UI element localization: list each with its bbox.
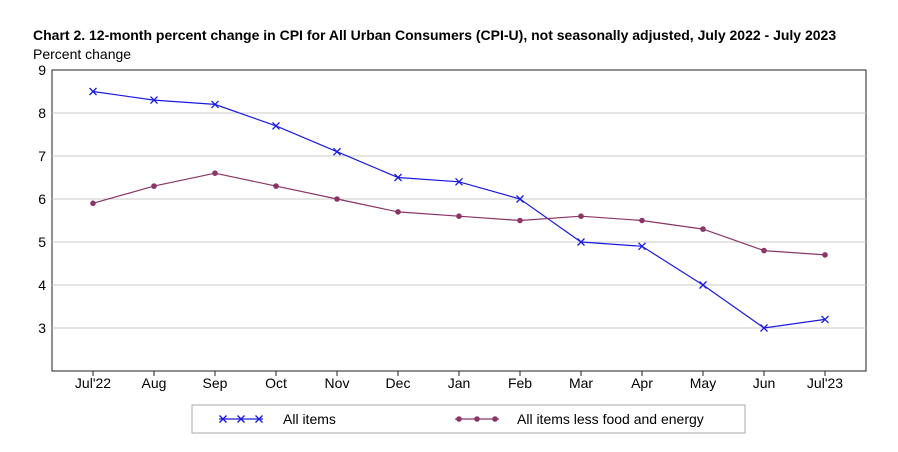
point-all-items-less-food-and-energy-may — [700, 226, 706, 232]
x-tick-label-jun: Jun — [753, 375, 776, 391]
point-all-items-sep — [211, 100, 219, 109]
point-all-items-aug — [150, 96, 158, 105]
x-tick-label-oct: Oct — [265, 375, 287, 391]
point-all-items-oct — [272, 121, 280, 130]
point-all-items-jan — [455, 177, 463, 186]
x-tick-label-jul-22: Jul'22 — [75, 375, 111, 391]
y-tick-label-4: 4 — [38, 277, 46, 293]
x-tick-label-apr: Apr — [631, 375, 653, 391]
y-axis: 3 4 5 6 7 8 9 — [38, 62, 46, 336]
y-tick-label-3: 3 — [38, 320, 46, 336]
point-all-items-less-food-and-energy-jan — [456, 213, 462, 219]
point-all-items-less-food-and-energy-feb — [517, 217, 523, 224]
legend-marker-all-items-1 — [237, 415, 245, 423]
y-tick-label-7: 7 — [38, 148, 46, 164]
x-tick-label-mar: Mar — [569, 375, 593, 391]
x-tick-label-may: May — [690, 375, 716, 391]
point-all-items-less-food-and-energy-sep — [212, 170, 218, 176]
legend-marker-all-items-2 — [255, 415, 263, 423]
legend-item-all-items-less-food-and-energy: All items less food and energy — [455, 411, 704, 427]
series-layer — [89, 87, 829, 332]
legend: All items All items less food and energy — [191, 404, 746, 434]
point-all-items-apr — [638, 242, 646, 251]
point-all-items-less-food-and-energy-oct — [273, 183, 279, 189]
point-all-items-less-food-and-energy-jul-23 — [822, 252, 828, 258]
x-axis: Jul'22 Aug Sep Oct Nov Dec Jan Feb Mar Apr May Jun J… — [75, 371, 843, 391]
x-tick-label-feb: Feb — [508, 375, 532, 391]
x-tick-label-aug: Aug — [142, 375, 167, 391]
point-all-items-nov — [333, 147, 341, 156]
point-all-items-jul-23 — [821, 315, 829, 324]
point-all-items-jun — [760, 324, 768, 332]
point-all-items-less-food-and-energy-jul-22 — [90, 200, 96, 207]
legend-label-all-items: All items — [283, 411, 336, 427]
point-all-items-dec — [394, 173, 402, 182]
series-all-items-less-food-and-energy — [90, 170, 828, 258]
point-all-items-jul-22 — [89, 87, 97, 96]
point-all-items-less-food-and-energy-jun — [761, 247, 767, 254]
legend-item-all-items: All items — [219, 411, 336, 427]
legend-marker-all-items-less-food-and-energy-2 — [492, 416, 498, 422]
chart-title: Chart 2. 12-month percent change in CPI … — [33, 27, 837, 43]
legend-marker-all-items-0 — [219, 415, 227, 423]
point-all-items-less-food-and-energy-mar — [578, 213, 584, 219]
x-tick-label-jan: Jan — [448, 375, 471, 391]
point-all-items-may — [699, 281, 707, 289]
y-tick-label-8: 8 — [38, 105, 46, 121]
point-all-items-feb — [516, 195, 524, 203]
x-tick-label-nov: Nov — [325, 375, 350, 391]
plot-area — [51, 69, 867, 372]
x-tick-label-sep: Sep — [203, 375, 228, 391]
point-all-items-less-food-and-energy-aug — [151, 183, 157, 189]
series-all-items — [89, 87, 829, 332]
y-tick-label-5: 5 — [38, 234, 46, 250]
x-tick-label-dec: Dec — [386, 375, 411, 391]
y-tick-label-6: 6 — [38, 191, 46, 207]
legend-marker-all-items-less-food-and-energy-1 — [474, 416, 480, 422]
point-all-items-less-food-and-energy-apr — [639, 217, 645, 224]
y-tick-label-9: 9 — [38, 62, 46, 78]
legend-marker-all-items-less-food-and-energy-0 — [456, 416, 462, 422]
grid — [52, 112, 866, 329]
legend-label-all-items-less-food-and-energy: All items less food and energy — [517, 411, 704, 427]
y-axis-label: Percent change — [33, 46, 131, 62]
point-all-items-less-food-and-energy-dec — [395, 209, 401, 215]
point-all-items-mar — [577, 238, 585, 246]
x-tick-label-jul-23: Jul'23 — [807, 375, 843, 391]
point-all-items-less-food-and-energy-nov — [334, 196, 340, 202]
